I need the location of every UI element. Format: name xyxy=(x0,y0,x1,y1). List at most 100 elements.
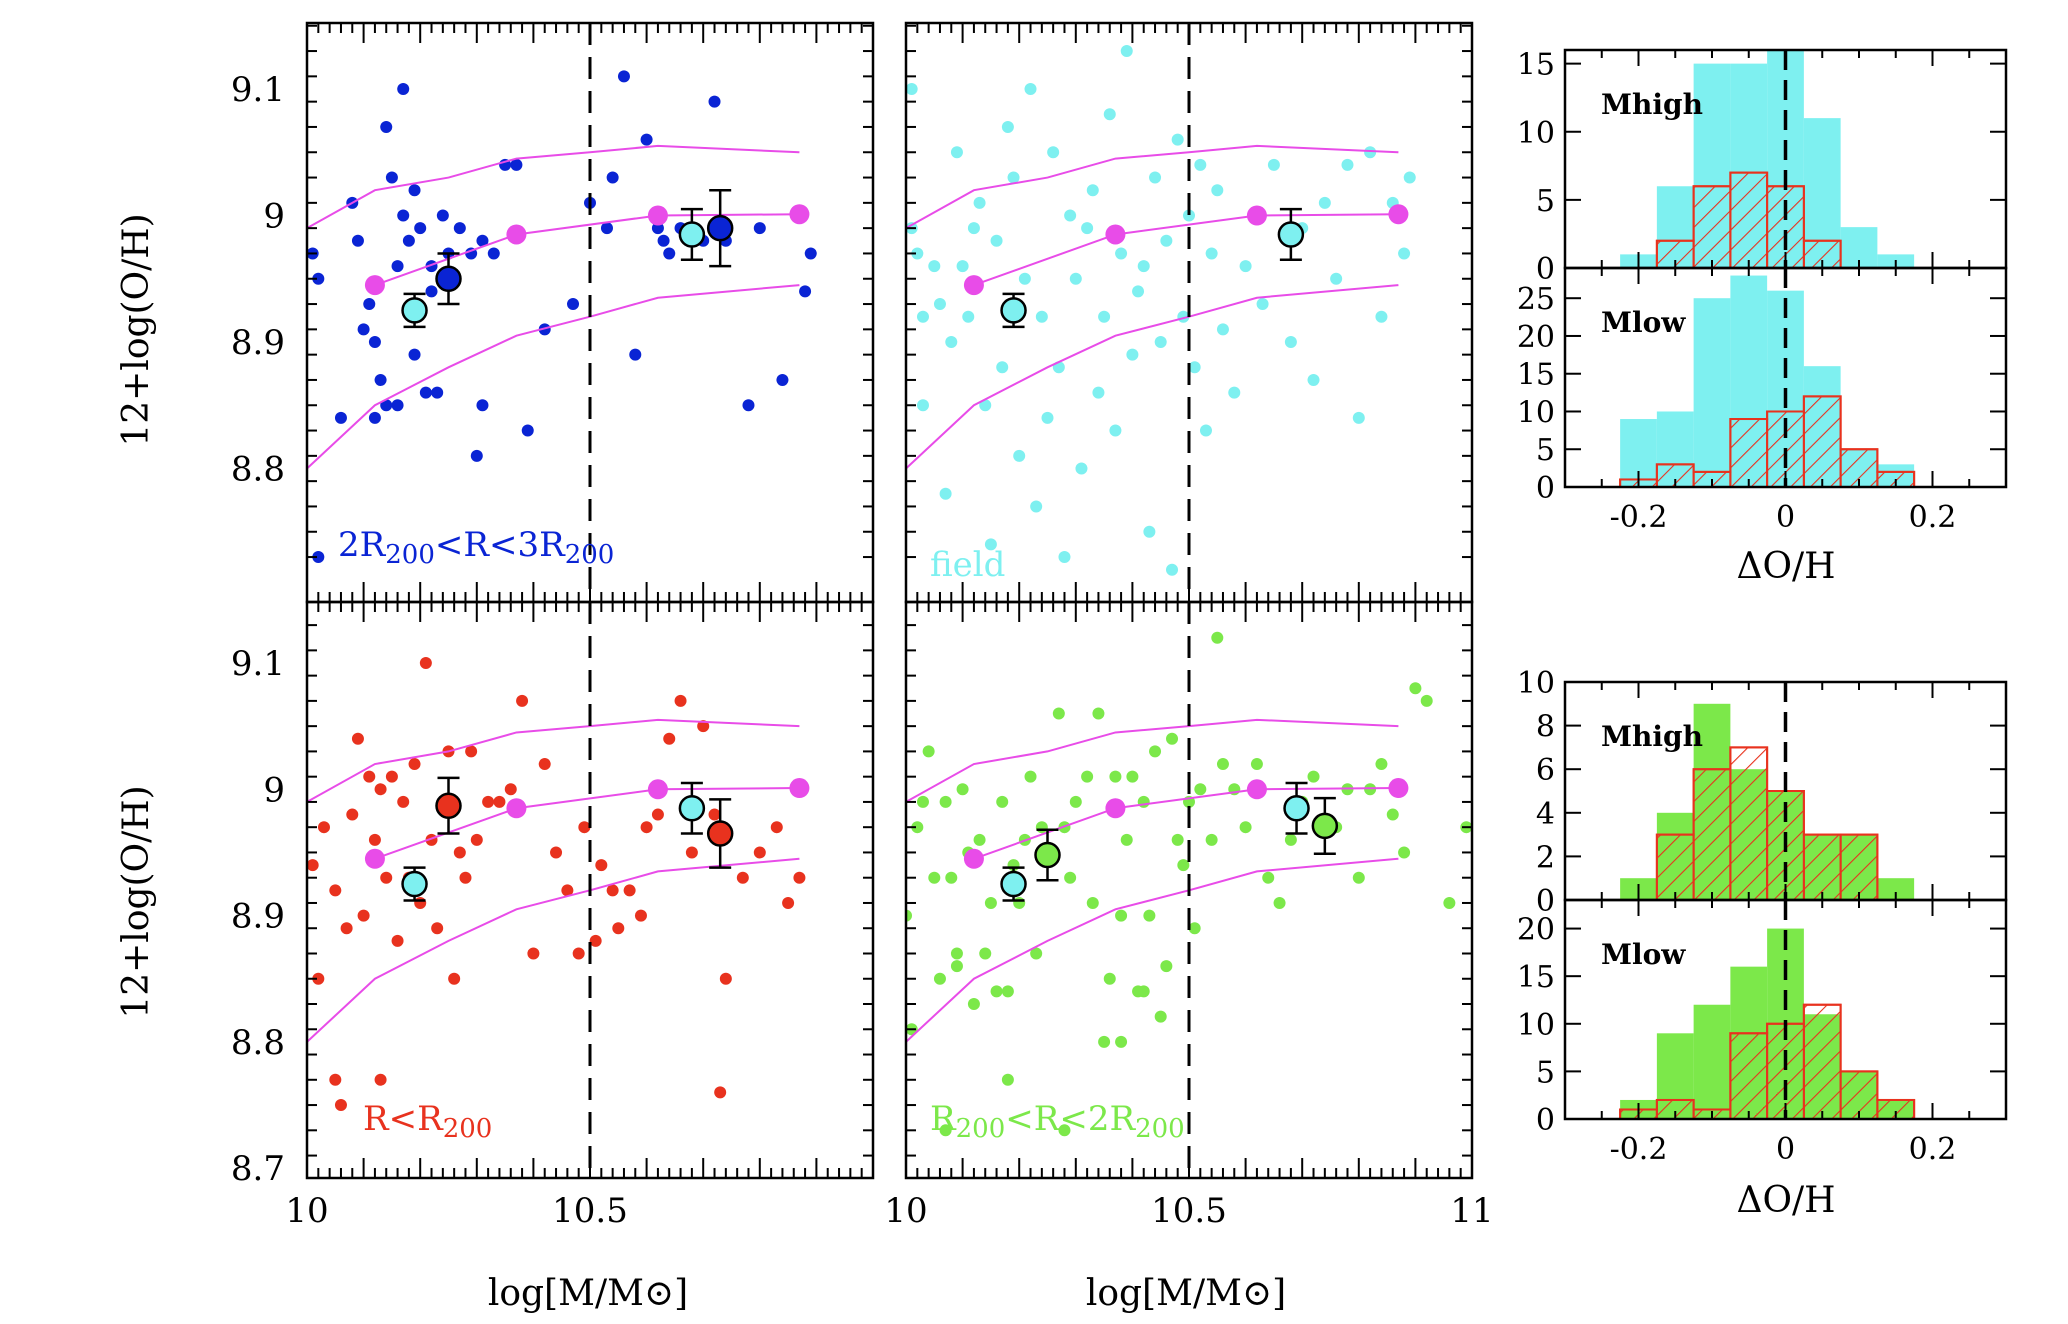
data-point xyxy=(770,821,783,834)
data-point xyxy=(368,833,381,846)
data-point xyxy=(346,808,359,821)
data-point xyxy=(928,871,941,884)
data-point xyxy=(967,222,980,235)
data-point xyxy=(516,694,529,707)
hist-y-tick-label: 15 xyxy=(1517,960,1555,995)
ylabel-bottom: 12+log(O/H) xyxy=(116,785,157,1018)
data-point xyxy=(504,783,517,796)
data-point xyxy=(1341,158,1354,171)
data-point xyxy=(933,298,946,311)
binned-point xyxy=(435,792,462,819)
median-point xyxy=(647,779,668,800)
data-point xyxy=(1120,833,1133,846)
data-point xyxy=(1318,196,1331,209)
data-point xyxy=(470,449,483,462)
y-tick-label: 8.9 xyxy=(231,323,285,363)
data-point xyxy=(1018,272,1031,285)
data-point xyxy=(928,260,941,273)
data-point xyxy=(1171,133,1184,146)
data-point xyxy=(1098,1035,1111,1048)
data-point xyxy=(714,1086,727,1099)
data-point xyxy=(1228,386,1241,399)
median-point xyxy=(364,275,385,296)
percentile-line-upper xyxy=(906,718,1399,803)
data-point xyxy=(1166,563,1179,576)
data-point xyxy=(1398,247,1411,260)
panel-label-part: R xyxy=(930,1099,957,1139)
data-point xyxy=(1115,247,1128,260)
hist-x-tick-label: 0.2 xyxy=(1909,1132,1957,1167)
x-tick-label: 10.5 xyxy=(1151,1191,1227,1231)
data-point xyxy=(436,209,449,222)
data-point xyxy=(572,947,585,960)
data-point xyxy=(1143,909,1156,922)
data-point xyxy=(990,234,1003,247)
data-point xyxy=(419,657,432,669)
hist-bar-hatched xyxy=(1839,833,1879,901)
data-point xyxy=(1064,871,1077,884)
data-point xyxy=(1115,1035,1128,1048)
data-point xyxy=(1375,310,1388,323)
data-point xyxy=(663,247,676,260)
data-point xyxy=(374,373,387,386)
panel-label-part: 200 xyxy=(385,540,435,570)
hist-bar-hatched xyxy=(1802,395,1842,488)
data-point xyxy=(1154,1010,1167,1023)
scatter-panel-field: field xyxy=(904,21,1474,604)
hist-y-tick-label: 15 xyxy=(1517,48,1555,83)
data-point xyxy=(1086,184,1099,197)
data-point xyxy=(1409,682,1422,695)
data-point xyxy=(1239,260,1252,273)
hist-xlabel-top: ΔO/H xyxy=(1736,546,1835,587)
data-point xyxy=(1188,361,1201,374)
data-point xyxy=(459,871,472,884)
hist-bar-hatched xyxy=(1692,185,1732,269)
data-point xyxy=(368,336,381,348)
data-point xyxy=(956,260,969,273)
data-point xyxy=(1001,1073,1014,1086)
data-point xyxy=(1166,732,1179,745)
data-point xyxy=(1137,985,1150,998)
data-point xyxy=(719,972,732,985)
hist-x-tick-label: 0 xyxy=(1776,1132,1795,1167)
hist-label: Mlow xyxy=(1601,306,1686,339)
plot-area xyxy=(307,657,810,1112)
hist-bar-hatched xyxy=(1729,418,1769,488)
comparison-binned-point xyxy=(678,794,706,822)
data-point xyxy=(1205,247,1218,260)
hist-y-tick-label: 0 xyxy=(1536,1103,1555,1138)
data-point xyxy=(1375,758,1388,771)
data-point xyxy=(984,538,997,551)
data-point xyxy=(651,808,664,821)
data-point xyxy=(1194,783,1207,796)
data-point xyxy=(312,551,325,564)
data-point xyxy=(374,1073,387,1086)
y-tick-label: 8.8 xyxy=(231,450,285,490)
data-point xyxy=(990,985,1003,998)
data-point xyxy=(629,348,642,361)
data-point xyxy=(685,846,698,859)
hist-y-tick-label: 6 xyxy=(1536,753,1555,788)
data-point xyxy=(640,821,653,834)
data-point xyxy=(567,298,580,311)
y-tick-label: 8.9 xyxy=(231,897,285,937)
data-point xyxy=(1177,859,1190,872)
data-point xyxy=(431,922,444,935)
data-point xyxy=(385,171,398,184)
data-point xyxy=(776,373,789,386)
hist-label: Mhigh xyxy=(1601,88,1703,121)
data-point xyxy=(697,720,710,733)
data-point xyxy=(623,884,636,897)
data-point xyxy=(312,972,325,985)
data-point xyxy=(1443,896,1456,909)
median-point xyxy=(1388,778,1409,799)
percentile-line-lower xyxy=(307,857,800,1043)
percentile-line-upper xyxy=(307,144,800,230)
hist-y-tick-label: 10 xyxy=(1517,395,1555,430)
comparison-binned-point xyxy=(1000,870,1027,898)
data-point xyxy=(1216,323,1229,336)
data-point xyxy=(1352,871,1365,884)
comparison-binned-point xyxy=(678,221,706,248)
data-point xyxy=(1041,411,1054,424)
hist-y-tick-label: 10 xyxy=(1517,116,1555,151)
